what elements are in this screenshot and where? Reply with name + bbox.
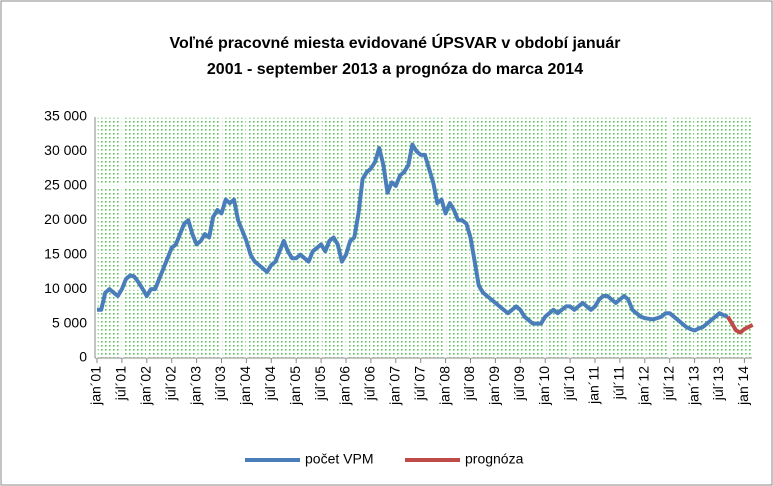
x-tick-label: jan´01 [88,366,104,406]
x-tick-label: júl´11 [611,366,627,400]
x-tick-label: júl´02 [162,366,178,401]
y-tick-label: 10 000 [44,280,87,296]
y-tick-label: 5 000 [52,314,87,330]
x-tick-label: júl´13 [710,366,726,401]
x-tick-label: júl´04 [262,366,278,401]
chart-title: Voľné pracovné miesta evidované ÚPSVAR v… [169,33,620,52]
x-tick-label: jan´04 [237,366,253,406]
x-tick-label: jan´05 [287,366,303,406]
x-tick-label: júl´12 [660,366,676,401]
x-tick-label: júl´09 [511,366,527,401]
x-tick-label: jan´09 [486,366,502,406]
x-tick-label: jan´08 [436,366,452,406]
x-tick-label: júl´07 [411,366,427,401]
x-tick-label: júl´08 [461,366,477,401]
x-tick-label: júl´06 [362,366,378,401]
y-tick-label: 0 [79,349,87,365]
x-tick-label: júl´01 [113,366,129,401]
y-tick-label: 30 000 [44,142,87,158]
series-line [726,315,754,335]
x-tick-label: jan´03 [187,366,203,406]
x-tick-label: júl´10 [561,366,577,401]
y-tick-label: 15 000 [44,245,87,261]
x-tick-label: jan´11 [586,366,602,405]
x-tick-label: júl´03 [212,366,228,401]
series-line [97,142,729,333]
x-tick-label: jan´12 [636,366,652,406]
y-tick-label: 25 000 [44,177,87,193]
x-tick-label: jan´07 [387,366,403,406]
x-tick-label: jan´10 [536,366,552,406]
chart-title: 2001 - september 2013 a prognóza do marc… [207,61,583,78]
y-tick-label: 20 000 [44,211,87,227]
x-tick-label: jan´06 [337,366,353,406]
y-tick-label: 35 000 [44,108,87,124]
x-tick-label: júl´05 [312,366,328,401]
x-tick-label: jan´14 [735,366,751,406]
legend-label: počet VPM [305,451,373,467]
x-tick-label: jan´13 [685,366,701,406]
legend-label: prognóza [465,451,524,467]
x-tick-label: jan´02 [138,366,154,406]
